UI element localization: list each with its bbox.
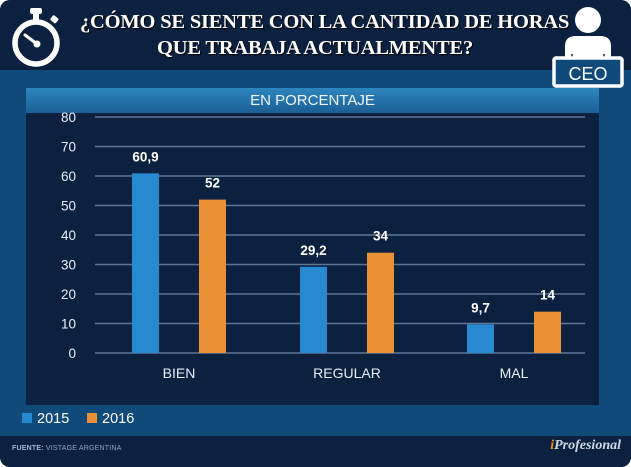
y-tick-label: 10 [61, 317, 76, 332]
title-line-1: ¿CÓMO SE SIENTE CON LA CANTIDAD DE HORAS [80, 11, 570, 33]
legend-item-2016: 2016 [87, 411, 134, 427]
y-tick-label: 80 [61, 110, 76, 125]
y-tick-label: 40 [61, 228, 76, 243]
panel-header: EN PORCENTAJE [26, 88, 599, 113]
source-value: VISTAGE ARGENTINA [45, 445, 122, 452]
value-label-mal-2015: 9,7 [471, 300, 490, 315]
bar-bien-2016 [199, 199, 226, 353]
x-axis-ticks: BIEN REGULAR MAL [163, 365, 529, 381]
x-tick-label-mal: MAL [500, 365, 529, 381]
value-labels: 60,9 52 29,2 34 9,7 14 [132, 149, 555, 315]
source-note: FUENTE: VISTAGE ARGENTINA [12, 445, 122, 452]
brand-logo-text: Profesional [554, 438, 621, 453]
x-tick-label-regular: REGULAR [313, 365, 381, 381]
value-label-regular-2016: 34 [373, 229, 389, 244]
legend-swatch-2016 [87, 413, 97, 423]
panel-title: EN PORCENTAJE [250, 92, 375, 109]
value-label-bien-2016: 52 [205, 176, 220, 191]
value-label-bien-2015: 60,9 [132, 149, 158, 164]
header: ¿CÓMO SE SIENTE CON LA CANTIDAD DE HORAS… [0, 0, 631, 70]
value-label-mal-2016: 14 [540, 288, 556, 303]
legend-item-2015: 2015 [22, 411, 69, 427]
y-tick-label: 0 [68, 346, 76, 361]
grid-lines [95, 116, 585, 354]
brand-logo: iProfesional [550, 438, 621, 454]
bars [132, 173, 561, 353]
x-tick-label-bien: BIEN [163, 365, 196, 381]
value-label-regular-2015: 29,2 [300, 243, 326, 258]
chart-title: ¿CÓMO SE SIENTE CON LA CANTIDAD DE HORAS… [80, 9, 570, 61]
source-label: FUENTE: [12, 445, 44, 452]
legend-label-2015: 2015 [37, 411, 70, 427]
stopwatch-icon [12, 8, 60, 67]
title-line-2: QUE TRABAJA ACTUALMENTE? [156, 37, 474, 59]
legend-swatch-2015 [22, 413, 32, 423]
y-tick-label: 70 [61, 140, 76, 155]
bar-regular-2016 [367, 252, 394, 353]
y-tick-label: 20 [61, 287, 76, 302]
bar-bien-2015 [132, 173, 159, 353]
bar-mal-2016 [534, 311, 561, 353]
y-tick-label: 50 [61, 199, 76, 214]
bar-mal-2015 [467, 324, 494, 353]
y-tick-label: 30 [61, 258, 76, 273]
y-tick-label: 60 [61, 169, 76, 184]
y-axis-ticks: 0 10 20 30 40 50 60 70 80 [61, 110, 76, 361]
brand-logo-i: i [550, 438, 555, 453]
footer: FUENTE: VISTAGE ARGENTINA iProfesional [0, 436, 631, 467]
chart-panel: EN PORCENTAJE [26, 88, 599, 405]
ceo-icon: CEO [552, 7, 624, 88]
legend-label-2016: 2016 [102, 411, 135, 427]
ceo-label: CEO [568, 64, 607, 84]
bar-regular-2015 [300, 266, 327, 353]
